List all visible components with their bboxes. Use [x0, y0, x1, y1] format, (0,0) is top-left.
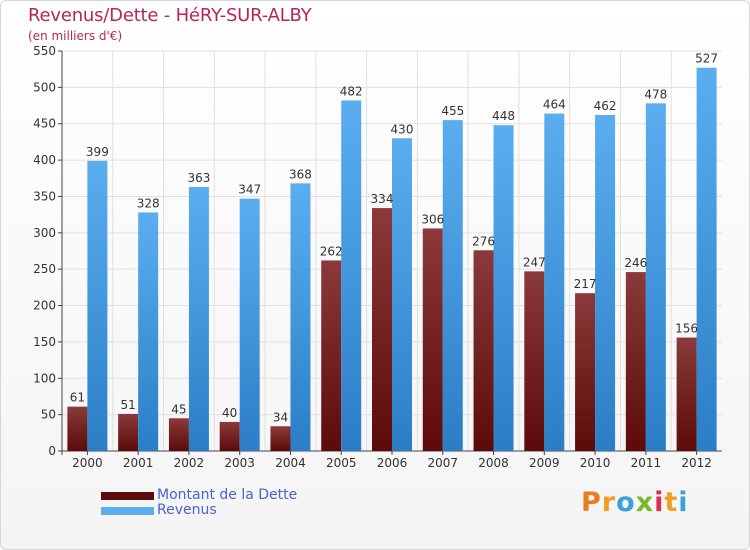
bar-dette-2010 [575, 293, 596, 451]
xtick-label-2008: 2008 [478, 456, 509, 470]
bar-revenus-2003 [239, 198, 260, 451]
value-label-dette-2008: 276 [472, 234, 495, 248]
value-label-dette-2005: 262 [320, 244, 343, 258]
value-label-dette-2003: 40 [222, 406, 237, 420]
xtick-label-2006: 2006 [377, 456, 408, 470]
logo-letter: i [654, 487, 665, 518]
value-label-revenus-2006: 430 [391, 122, 414, 136]
bar-revenus-2005 [341, 100, 362, 452]
ytick-label-400: 400 [33, 153, 56, 167]
proxiti-logo: Proxiti [581, 487, 689, 518]
chart-title: Revenus/Dette - HéRY-SUR-ALBY [28, 5, 312, 26]
bar-dette-2006 [372, 208, 392, 451]
value-label-dette-2002: 45 [171, 402, 186, 416]
logo-letter: r [601, 487, 617, 518]
xtick-label-2001: 2001 [123, 456, 154, 470]
value-label-dette-2010: 217 [574, 277, 597, 291]
legend: Montant de la Dette Revenus [101, 488, 297, 518]
ytick-label-100: 100 [33, 371, 56, 385]
ytick-label-0: 0 [48, 444, 56, 458]
value-label-revenus-2010: 462 [594, 99, 617, 113]
value-label-dette-2000: 61 [70, 391, 85, 405]
bar-dette-2005 [321, 260, 342, 451]
xtick-label-2000: 2000 [72, 456, 103, 470]
value-label-revenus-2003: 347 [238, 183, 261, 197]
bar-revenus-2004 [290, 183, 311, 451]
bar-dette-2007 [422, 228, 443, 451]
xtick-label-2012: 2012 [681, 456, 712, 470]
bar-revenus-2012 [696, 67, 717, 452]
bar-dette-2001 [118, 413, 139, 451]
legend-label-dette: Montant de la Dette [157, 487, 298, 503]
value-label-revenus-2004: 368 [289, 167, 312, 181]
value-label-dette-2004: 34 [273, 410, 288, 424]
logo-letter: i [678, 487, 689, 518]
value-label-dette-2006: 334 [371, 192, 394, 206]
value-label-revenus-2001: 328 [137, 196, 160, 210]
ytick-label-150: 150 [33, 335, 56, 349]
value-label-revenus-2007: 455 [441, 104, 464, 118]
ytick-label-450: 450 [33, 117, 56, 131]
bar-revenus-2008 [493, 125, 514, 451]
bar-revenus-2009 [544, 113, 565, 451]
legend-swatch-dette [101, 491, 154, 500]
value-label-revenus-2000: 399 [86, 145, 109, 159]
value-label-revenus-2002: 363 [187, 171, 210, 185]
xtick-label-2010: 2010 [580, 456, 611, 470]
legend-label-revenus: Revenus [157, 502, 217, 518]
data-labels: 61 399 51 328 45 363 40 347 34 368 262 482 334 430 306… [70, 52, 718, 425]
ytick-label-50: 50 [41, 408, 56, 422]
bar-revenus-2000 [87, 160, 108, 451]
bar-dette-2000 [67, 406, 88, 451]
bar-dette-2012 [676, 337, 697, 451]
legend-swatch-revenus [101, 506, 154, 515]
bars [67, 67, 717, 452]
bar-dette-2011 [625, 272, 646, 451]
value-label-dette-2007: 306 [421, 212, 444, 226]
xtick-label-2004: 2004 [275, 456, 306, 470]
bar-dette-2003 [219, 421, 240, 451]
value-label-revenus-2012: 527 [695, 52, 718, 66]
xtick-label-2007: 2007 [427, 456, 458, 470]
bar-revenus-2002 [188, 187, 209, 451]
logo-letter: P [581, 487, 602, 518]
ytick-label-500: 500 [33, 80, 56, 94]
value-label-dette-2009: 247 [523, 255, 546, 269]
chart-subtitle: (en milliers d'€) [28, 29, 123, 43]
bar-dette-2004 [270, 426, 291, 451]
xtick-label-2011: 2011 [631, 456, 662, 470]
value-label-revenus-2008: 448 [492, 109, 515, 123]
xtick-label-2009: 2009 [529, 456, 560, 470]
value-label-dette-2011: 246 [624, 256, 647, 270]
xtick-label-2002: 2002 [174, 456, 205, 470]
bar-revenus-2011 [645, 103, 666, 451]
ytick-label-300: 300 [33, 226, 56, 240]
value-label-revenus-2005: 482 [340, 84, 363, 98]
ytick-label-350: 350 [33, 189, 56, 203]
ytick-label-200: 200 [33, 299, 56, 313]
logo-letter: x [635, 487, 655, 518]
xtick-label-2005: 2005 [326, 456, 357, 470]
bar-revenus-2006 [392, 138, 412, 452]
ytick-label-250: 250 [33, 262, 56, 276]
bar-revenus-2007 [442, 120, 463, 451]
legend-item-revenus: Revenus [101, 503, 297, 518]
bar-dette-2002 [168, 418, 189, 451]
value-label-revenus-2011: 478 [644, 87, 667, 101]
logo-letter: o [616, 487, 636, 518]
value-label-revenus-2009: 464 [543, 98, 566, 112]
logo-letter: t [664, 487, 679, 518]
legend-item-dette: Montant de la Dette [101, 488, 297, 503]
value-label-dette-2012: 156 [675, 322, 698, 336]
bar-revenus-2010 [595, 115, 616, 451]
bar-revenus-2001 [138, 212, 159, 451]
bar-dette-2008 [473, 250, 494, 451]
value-label-dette-2001: 51 [121, 398, 136, 412]
ytick-label-550: 550 [33, 44, 56, 58]
bar-dette-2009 [524, 271, 545, 451]
xtick-label-2003: 2003 [224, 456, 255, 470]
